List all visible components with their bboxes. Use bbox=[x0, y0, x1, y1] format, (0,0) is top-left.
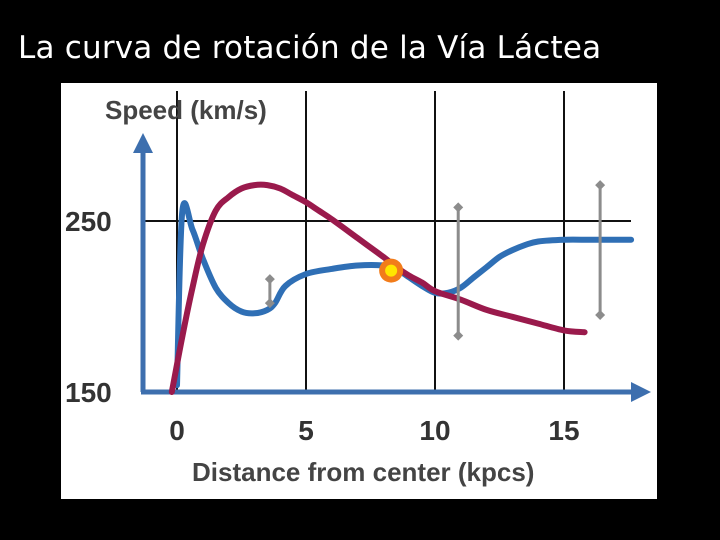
y-axis-arrow bbox=[133, 133, 153, 153]
y-tick-label: 250 bbox=[65, 206, 112, 237]
predicted-curve bbox=[168, 181, 588, 395]
observed-curve bbox=[174, 200, 635, 389]
error-bar-cap-top bbox=[595, 180, 606, 191]
error-bar-cap-bottom bbox=[264, 298, 275, 309]
error-bar-cap-bottom bbox=[453, 330, 464, 341]
sun-marker bbox=[379, 258, 404, 283]
x-tick-label: 15 bbox=[548, 415, 579, 446]
x-axis-arrow bbox=[631, 382, 651, 402]
chart-svg: 0 5 10 15 150 250 Speed (km/s) Distance from … bbox=[65, 91, 651, 487]
y-axis-label: Speed (km/s) bbox=[105, 95, 267, 125]
axes bbox=[133, 133, 651, 402]
rotation-curve-chart: 0 5 10 15 150 250 Speed (km/s) Distance from … bbox=[61, 83, 657, 499]
series-lines bbox=[168, 181, 635, 395]
x-axis-label: Distance from center (kpcs) bbox=[192, 457, 534, 487]
x-tick-label: 0 bbox=[169, 415, 185, 446]
sun-marker-inner bbox=[385, 264, 398, 277]
y-tick-label: 150 bbox=[65, 377, 112, 408]
error-bars bbox=[264, 180, 606, 341]
x-tick-label: 5 bbox=[298, 415, 314, 446]
tick-labels: 0 5 10 15 150 250 bbox=[65, 206, 580, 446]
error-bar-cap-bottom bbox=[595, 310, 606, 321]
slide-title: La curva de rotación de la Vía Láctea bbox=[18, 30, 602, 66]
error-bar-cap-top bbox=[264, 274, 275, 285]
error-bar-cap-top bbox=[453, 202, 464, 213]
x-tick-label: 10 bbox=[419, 415, 450, 446]
